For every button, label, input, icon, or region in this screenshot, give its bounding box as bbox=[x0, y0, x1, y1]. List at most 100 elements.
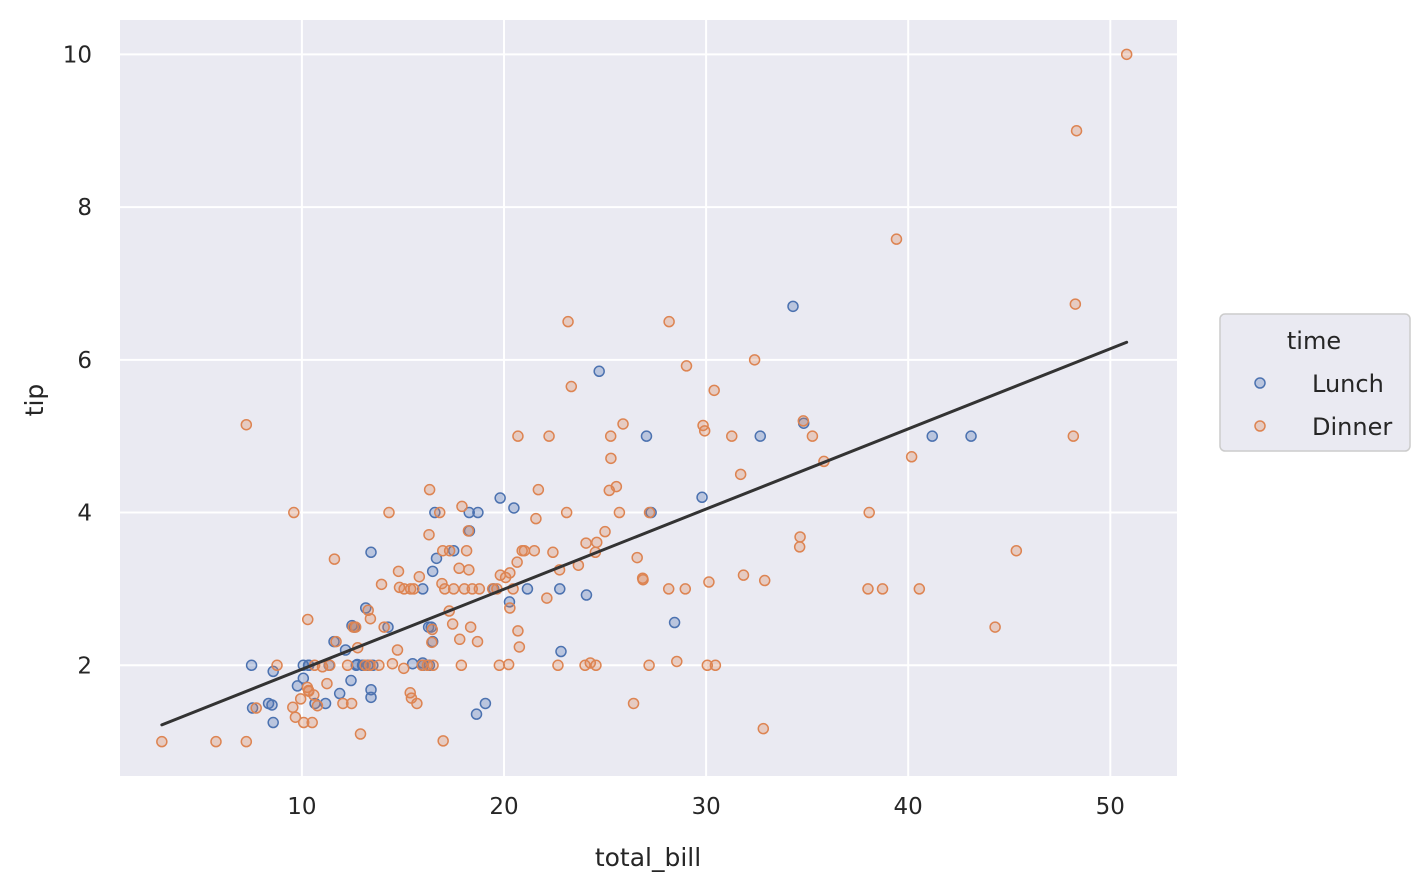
point-lunch bbox=[430, 552, 443, 565]
y-axis-ticks: 2 4 6 8 10 bbox=[63, 42, 92, 679]
point-dinner bbox=[458, 583, 471, 595]
point-dinner bbox=[306, 716, 318, 729]
point-dinner bbox=[447, 583, 460, 595]
point-dinner bbox=[797, 415, 810, 427]
point-dinner bbox=[324, 659, 336, 672]
point-dinner bbox=[590, 659, 602, 672]
point-dinner bbox=[1120, 48, 1133, 61]
point-dinner bbox=[463, 564, 475, 576]
y-tick-label: 2 bbox=[77, 653, 92, 679]
point-dinner bbox=[373, 659, 385, 672]
point-dinner bbox=[734, 468, 747, 481]
point-lunch bbox=[787, 300, 799, 313]
point-dinner bbox=[439, 583, 451, 595]
point-dinner bbox=[426, 636, 438, 649]
legend-marker-dinner bbox=[1254, 420, 1266, 432]
point-dinner bbox=[423, 483, 436, 496]
point-dinner bbox=[643, 659, 655, 672]
point-lunch bbox=[926, 430, 939, 442]
point-lunch bbox=[494, 492, 506, 504]
point-dinner bbox=[547, 546, 559, 559]
point-dinner bbox=[504, 567, 516, 579]
point-dinner bbox=[436, 577, 448, 590]
point-dinner bbox=[413, 570, 426, 583]
point-dinner bbox=[1069, 298, 1082, 310]
point-dinner bbox=[863, 506, 875, 519]
point-dinner bbox=[726, 430, 738, 442]
point-dinner bbox=[321, 677, 333, 690]
point-dinner bbox=[703, 576, 715, 588]
point-dinner bbox=[680, 360, 693, 372]
point-dinner bbox=[462, 525, 475, 537]
point-dinner bbox=[240, 418, 253, 431]
point-lunch bbox=[754, 430, 767, 442]
y-tick-label: 4 bbox=[77, 501, 92, 527]
y-tick-label: 6 bbox=[77, 348, 92, 374]
point-dinner bbox=[701, 659, 714, 672]
point-dinner bbox=[757, 722, 770, 735]
point-dinner bbox=[663, 315, 675, 328]
point-dinner bbox=[580, 537, 592, 549]
point-dinner bbox=[518, 544, 531, 557]
point-dinner bbox=[456, 500, 468, 513]
x-axis-ticks: 10 20 30 40 50 bbox=[287, 794, 1125, 820]
point-dinner bbox=[504, 602, 516, 614]
trend-line bbox=[160, 340, 1129, 727]
point-lunch bbox=[266, 699, 278, 711]
point-dinner bbox=[383, 506, 395, 519]
point-dinner bbox=[443, 544, 456, 557]
point-lunch bbox=[470, 708, 483, 720]
point-dinner bbox=[671, 655, 683, 668]
point-dinner bbox=[294, 693, 307, 705]
point-dinner bbox=[913, 583, 926, 595]
point-dinner bbox=[562, 315, 574, 328]
point-dinner bbox=[288, 506, 300, 519]
point-dinner bbox=[1070, 124, 1083, 137]
point-lunch bbox=[417, 583, 429, 595]
point-lunch bbox=[668, 616, 681, 629]
point-dinner bbox=[354, 728, 367, 740]
point-dinner bbox=[512, 625, 524, 637]
point-dinner bbox=[708, 384, 720, 397]
point-lunch bbox=[333, 687, 346, 700]
point-dinner bbox=[210, 735, 222, 748]
point-dinner bbox=[541, 592, 553, 604]
point-lunch bbox=[640, 430, 653, 442]
legend-box bbox=[1219, 313, 1411, 452]
y-tick-label: 10 bbox=[63, 42, 92, 68]
point-dinner bbox=[446, 618, 459, 630]
point-dinner bbox=[455, 659, 468, 672]
point-dinner bbox=[404, 583, 417, 595]
point-dinner bbox=[271, 659, 283, 672]
point-dinner bbox=[398, 662, 410, 675]
point-lunch bbox=[365, 691, 377, 704]
point-dinner bbox=[375, 578, 388, 591]
point-dinner bbox=[392, 565, 405, 578]
point-dinner bbox=[240, 735, 253, 748]
plot-background bbox=[120, 20, 1177, 776]
point-dinner bbox=[679, 583, 692, 595]
point-dinner bbox=[364, 612, 377, 625]
point-dinner bbox=[427, 659, 439, 672]
point-lunch bbox=[297, 672, 310, 685]
point-lunch bbox=[246, 702, 259, 714]
legend-title: time bbox=[1287, 327, 1341, 355]
point-dinner bbox=[311, 699, 324, 712]
y-axis-label: tip bbox=[20, 384, 49, 417]
point-lunch bbox=[472, 506, 484, 519]
legend-label-lunch: Lunch bbox=[1312, 370, 1384, 398]
point-dinner bbox=[530, 512, 542, 525]
point-dinner bbox=[349, 621, 362, 633]
x-tick-label: 50 bbox=[1096, 794, 1125, 820]
point-dinner bbox=[341, 659, 354, 672]
legend: time Lunch Dinner bbox=[1219, 313, 1411, 452]
point-dinner bbox=[308, 689, 320, 701]
point-dinner bbox=[890, 233, 903, 245]
y-tick-label: 8 bbox=[77, 195, 92, 221]
point-dinner bbox=[643, 506, 656, 519]
point-dinner bbox=[437, 735, 449, 747]
point-lunch bbox=[447, 544, 460, 557]
point-dinner bbox=[328, 553, 341, 565]
point-dinner bbox=[511, 556, 523, 568]
